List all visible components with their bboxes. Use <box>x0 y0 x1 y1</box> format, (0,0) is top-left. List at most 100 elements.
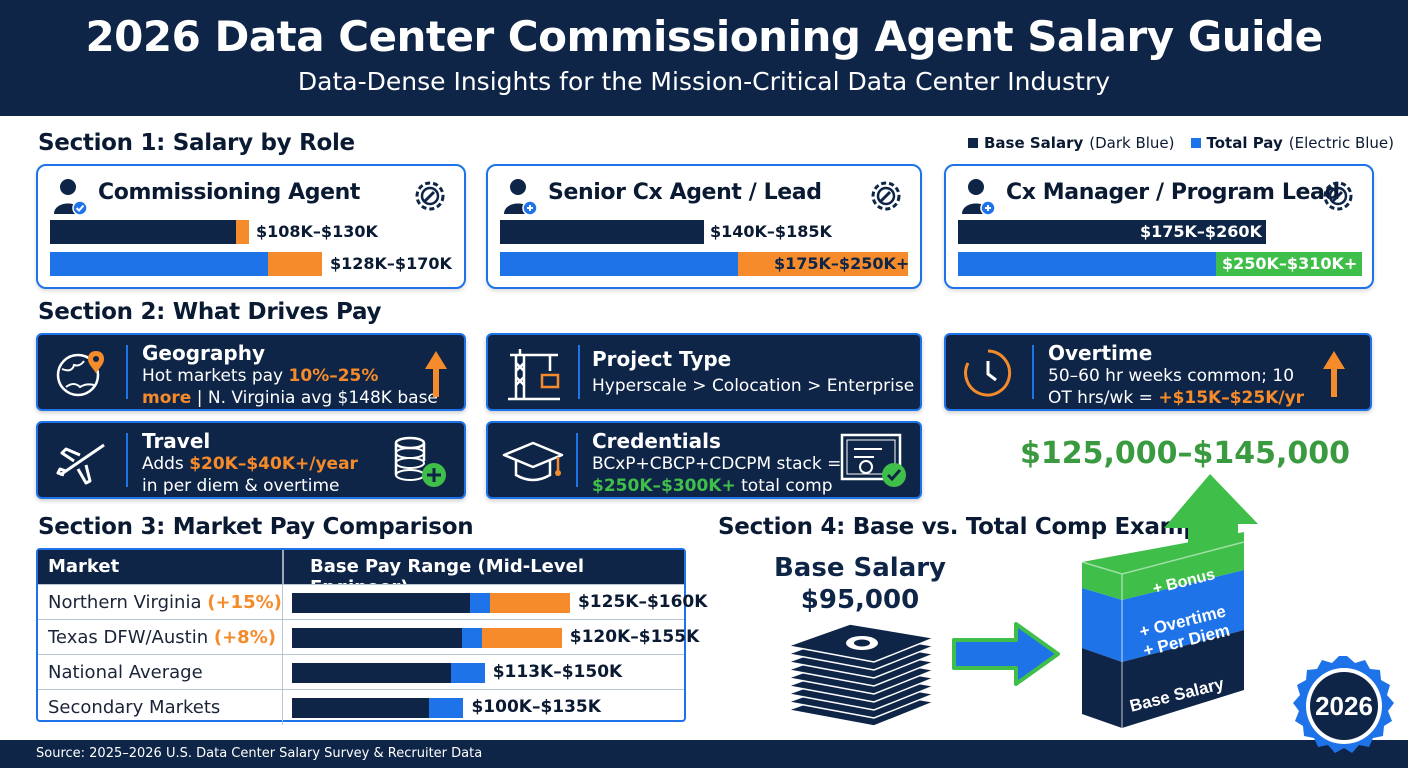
market-range-label: $120K–$155K <box>569 627 700 647</box>
market-range-label: $100K–$135K <box>471 697 601 717</box>
section2-title: Section 2: What Drives Pay <box>38 299 382 325</box>
driver-text-part: | N. Virginia avg $148K base <box>191 388 438 408</box>
bar-total-range <box>738 252 908 276</box>
table-row: Northern Virginia (+15%) $125K–$160K <box>38 584 707 620</box>
column-separator <box>282 690 283 725</box>
legend-label-base: Base Salary <box>984 134 1084 152</box>
driver-card-project-type: Project Type Hyperscale > Colocation > E… <box>486 333 922 411</box>
market-range-label: $113K–$150K <box>492 662 623 682</box>
market-bar-range <box>482 628 562 648</box>
driver-text: Hot markets pay 10%–25% more | N. Virgin… <box>142 365 438 409</box>
total-range-label: $250K–$310K+ <box>1222 254 1358 273</box>
legend-note-base: (Dark Blue) <box>1089 134 1175 152</box>
coins-plus-icon <box>394 436 446 487</box>
driver-title: Project Type <box>592 347 732 371</box>
page-subtitle: Data-Dense Insights for the Mission-Crit… <box>297 67 1111 96</box>
total-comp-stack-icon: + Bonus + Overtime + Per Diem Base Salar… <box>1081 474 1258 728</box>
person-icon <box>504 179 538 216</box>
market-table: Market Base Pay Range (Mid-Level Enginee… <box>36 548 707 725</box>
role-title: Cx Manager / Program Lead <box>1006 180 1340 205</box>
bar-base-fill <box>500 220 704 244</box>
role-title: Senior Cx Agent / Lead <box>548 180 822 205</box>
market-bar-base <box>292 698 430 718</box>
market-label: Texas DFW/Austin <box>48 627 209 648</box>
table-row: National Average $113K–$150K <box>38 654 684 690</box>
market-range-label: $125K–$160K <box>577 592 708 612</box>
bar-base-fill <box>958 220 1266 244</box>
divider <box>578 345 580 399</box>
market-bar-base <box>292 628 463 648</box>
footer-source: Source: 2025–2026 U.S. Data Center Salar… <box>0 740 1408 768</box>
cash-stack-icon <box>785 623 936 727</box>
market-bar-range <box>490 593 570 613</box>
badge-year: 2026 <box>1315 691 1373 721</box>
market-name: Northern Virginia (+15%) <box>48 592 282 613</box>
up-arrow-icon <box>1323 351 1345 397</box>
person-icon <box>962 179 996 216</box>
driver-text: Hyperscale > Colocation > Enterprise <box>592 376 915 396</box>
bar-total-fill <box>500 252 738 276</box>
year-badge: 2026 <box>1293 656 1394 753</box>
market-bar-mid <box>462 628 483 648</box>
driver-title: Travel <box>142 429 211 453</box>
crane-icon <box>508 349 560 401</box>
graduation-cap-icon <box>502 441 564 482</box>
role-card-senior-cx-agent: Senior Cx Agent / Lead $140K–$185K $175K… <box>486 164 922 289</box>
driver-card-credentials: Credentials BCxP+CBCP+CDCPM stack = $250… <box>486 421 922 499</box>
driver-highlight: $20K–$40K+/year <box>189 454 358 474</box>
total-comp-range: $125,000–$145,000 <box>1020 436 1351 471</box>
driver-text: BCxP+CBCP+CDCPM stack = $250K–$300K+ tot… <box>592 453 841 497</box>
role-card-cx-manager: Cx Manager / Program Lead $175K–$260K $2… <box>944 164 1374 289</box>
driver-text-part: OT hrs/wk = <box>1048 388 1159 408</box>
base-range-label: $140K–$185K <box>710 222 832 241</box>
driver-card-geography: Geography Hot markets pay 10%–25% more |… <box>36 333 466 411</box>
legend-swatch-total <box>1190 138 1201 148</box>
market-name: Texas DFW/Austin (+8%) <box>48 627 276 648</box>
driver-card-travel: Travel Adds $20K–$40K+/year in per diem … <box>36 421 466 499</box>
table-row: Texas DFW/Austin (+8%) $120K–$155K <box>38 619 699 655</box>
market-bar-base <box>292 593 471 613</box>
driver-title: Overtime <box>1048 341 1153 365</box>
driver-highlight: +$15K–$25K/yr <box>1158 388 1305 408</box>
driver-card-overtime: Overtime 50–60 hr weeks common; 10 OT hr… <box>944 333 1372 411</box>
bar-total-fill <box>958 252 1216 276</box>
total-range-label: $128K–$170K <box>330 254 452 273</box>
total-range-label: $175K–$250K+ <box>774 254 910 273</box>
divider <box>126 345 128 399</box>
market-label: Secondary Markets <box>48 697 221 718</box>
legend-swatch-base <box>968 138 978 148</box>
market-label: Northern Virginia <box>48 592 202 613</box>
gear-wrench-icon <box>415 181 445 211</box>
market-adjustment: (+15%) <box>207 592 282 613</box>
header-separator <box>282 550 284 584</box>
right-arrow-icon <box>952 622 1060 686</box>
legend-item-base: Base Salary (Dark Blue) <box>968 134 1175 152</box>
col-market: Market <box>48 556 120 577</box>
market-bar-mid <box>470 593 491 613</box>
up-arrow-icon <box>425 351 447 397</box>
driver-highlight: more <box>142 388 192 408</box>
column-separator <box>282 585 283 620</box>
col-range: Base Pay Range (Mid-Level Engineer) <box>310 556 584 598</box>
driver-title: Geography <box>142 341 265 365</box>
airplane-icon <box>56 443 105 485</box>
bar-total-range <box>1216 252 1362 276</box>
divider <box>576 433 578 487</box>
market-bar-mid <box>429 698 464 718</box>
driver-text-part: Adds <box>142 454 190 474</box>
legend: Base Salary (Dark Blue) Total Pay (Elect… <box>968 134 1394 152</box>
bar-total-fill <box>50 252 268 276</box>
section1-title: Section 1: Salary by Role <box>38 130 355 156</box>
page-title: 2026 Data Center Commissioning Agent Sal… <box>85 12 1323 61</box>
driver-text-part: Hot markets pay <box>142 366 289 386</box>
column-separator <box>282 620 283 655</box>
bar-total-range <box>268 252 322 276</box>
driver-text-part: total comp <box>735 476 833 496</box>
driver-text-part: 50–60 hr weeks common; 10 <box>1048 366 1295 386</box>
legend-note-total: (Electric Blue) <box>1288 134 1394 152</box>
base-salary-block: Base Salary $95,000 <box>770 552 950 616</box>
legend-item-total: Total Pay (Electric Blue) <box>1190 134 1394 152</box>
clock-icon <box>964 349 1012 397</box>
driver-text-part: BCxP+CBCP+CDCPM stack = <box>592 454 842 474</box>
column-separator <box>282 655 283 690</box>
